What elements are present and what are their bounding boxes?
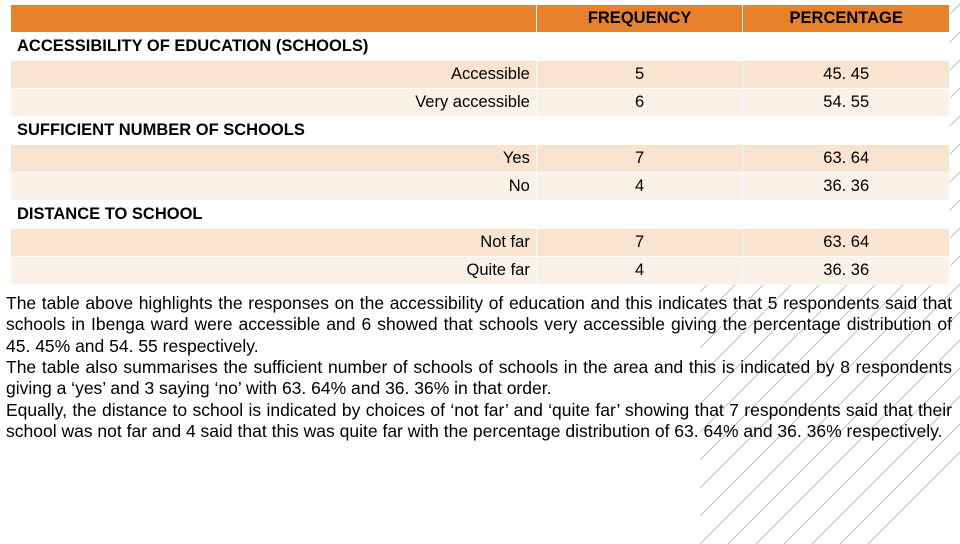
row-percentage: 36. 36 xyxy=(743,173,950,201)
row-label: Not far xyxy=(11,229,537,257)
row-label: Yes xyxy=(11,145,537,173)
table-row: Very accessible654. 55 xyxy=(11,89,950,117)
row-label: Very accessible xyxy=(11,89,537,117)
header-percentage: PERCENTAGE xyxy=(743,5,950,33)
row-label: Accessible xyxy=(11,61,537,89)
section-blank xyxy=(743,201,950,229)
row-percentage: 36. 36 xyxy=(743,257,950,285)
section-header-row: SUFFICIENT NUMBER OF SCHOOLS xyxy=(11,117,950,145)
header-frequency: FREQUENCY xyxy=(536,5,743,33)
header-blank xyxy=(11,5,537,33)
row-frequency: 7 xyxy=(536,145,743,173)
row-label: Quite far xyxy=(11,257,537,285)
table-row: Accessible545. 45 xyxy=(11,61,950,89)
row-frequency: 6 xyxy=(536,89,743,117)
section-title: SUFFICIENT NUMBER OF SCHOOLS xyxy=(11,117,537,145)
section-header-row: ACCESSIBILITY OF EDUCATION (SCHOOLS) xyxy=(11,33,950,61)
row-label: No xyxy=(11,173,537,201)
row-frequency: 4 xyxy=(536,173,743,201)
summary-paragraph-1: The table above highlights the responses… xyxy=(0,293,960,357)
row-percentage: 45. 45 xyxy=(743,61,950,89)
section-blank xyxy=(536,33,743,61)
table-row: No436. 36 xyxy=(11,173,950,201)
section-header-row: DISTANCE TO SCHOOL xyxy=(11,201,950,229)
row-percentage: 54. 55 xyxy=(743,89,950,117)
row-frequency: 7 xyxy=(536,229,743,257)
row-percentage: 63. 64 xyxy=(743,145,950,173)
section-blank xyxy=(743,117,950,145)
row-frequency: 5 xyxy=(536,61,743,89)
survey-table: FREQUENCY PERCENTAGE ACCESSIBILITY OF ED… xyxy=(10,4,950,285)
section-title: ACCESSIBILITY OF EDUCATION (SCHOOLS) xyxy=(11,33,537,61)
summary-paragraph-3: Equally, the distance to school is indic… xyxy=(0,400,960,443)
table-row: Not far763. 64 xyxy=(11,229,950,257)
section-blank xyxy=(536,201,743,229)
row-percentage: 63. 64 xyxy=(743,229,950,257)
section-blank xyxy=(743,33,950,61)
summary-paragraph-2: The table also summarises the sufficient… xyxy=(0,357,960,400)
section-blank xyxy=(536,117,743,145)
row-frequency: 4 xyxy=(536,257,743,285)
table-row: Quite far436. 36 xyxy=(11,257,950,285)
section-title: DISTANCE TO SCHOOL xyxy=(11,201,537,229)
table-row: Yes763. 64 xyxy=(11,145,950,173)
